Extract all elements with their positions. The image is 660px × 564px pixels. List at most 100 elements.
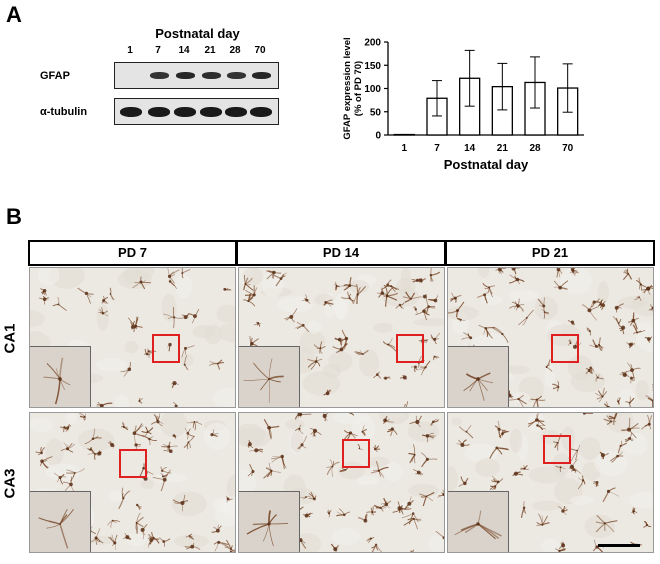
astrocyte-process — [192, 421, 195, 428]
astrocyte-process — [188, 441, 192, 449]
astrocyte-soma — [328, 512, 331, 515]
blot-lane-label: 70 — [254, 45, 266, 56]
astrocyte-soma — [414, 365, 417, 369]
x-tick-label: 28 — [529, 143, 541, 154]
tissue-blotch — [560, 268, 593, 295]
astrocyte-soma — [513, 471, 518, 476]
astrocyte-soma — [335, 284, 338, 287]
astrocyte-soma — [183, 315, 188, 320]
astrocyte-soma — [535, 398, 538, 401]
tissue-blotch — [30, 310, 45, 328]
astrocyte-soma — [525, 316, 528, 319]
astrocyte-soma — [84, 291, 89, 296]
astrocyte-soma — [570, 320, 575, 324]
astrocyte-process — [538, 513, 543, 525]
astrocyte-soma — [629, 376, 633, 380]
astrocyte-soma — [501, 432, 504, 435]
astrocyte-process — [426, 491, 435, 497]
astrocyte-soma — [314, 360, 318, 363]
astrocyte-soma — [188, 534, 191, 537]
tissue-blotch — [175, 274, 193, 299]
tissue-blotch — [594, 450, 628, 476]
tissue-blotch — [448, 305, 479, 321]
tissue-blotch — [331, 528, 360, 546]
astrocyte-soma — [617, 322, 620, 325]
astrocyte-soma — [613, 417, 616, 420]
astrocyte-soma — [515, 277, 520, 282]
astrocyte-soma — [133, 324, 138, 329]
astrocyte-soma — [627, 272, 630, 275]
astrocyte-soma — [254, 448, 259, 453]
astrocyte-process — [253, 362, 270, 380]
tissue-blotch — [509, 428, 523, 453]
astrocyte-soma — [135, 521, 138, 524]
astrocyte-soma — [522, 506, 526, 509]
astrocyte-process — [268, 551, 270, 552]
astrocyte-soma — [132, 431, 137, 436]
astrocyte-soma — [289, 314, 294, 319]
astrocyte-process — [466, 425, 472, 432]
astrocyte-soma — [305, 298, 309, 302]
tissue-blotch — [448, 465, 459, 492]
tissue-blotch — [239, 427, 271, 448]
astrocyte-soma — [410, 298, 412, 300]
astrocyte-soma — [272, 270, 276, 275]
astrocyte-soma — [425, 495, 428, 498]
tissue-blotch — [383, 462, 403, 482]
astrocyte-soma — [122, 426, 126, 429]
astrocyte-soma — [168, 280, 172, 283]
astrocyte-soma — [501, 332, 504, 336]
roi-box — [551, 334, 579, 363]
astrocyte-soma — [651, 399, 653, 402]
astrocyte-process — [517, 304, 524, 312]
x-tick-label: 21 — [497, 143, 509, 154]
astrocyte-process — [54, 378, 61, 405]
tissue-blotch — [290, 431, 304, 453]
astrocyte-soma — [402, 375, 407, 380]
micrograph-ca3-pd21 — [447, 412, 654, 553]
x-axis-label: Postnatal day — [444, 157, 529, 172]
y-tick-label: 100 — [364, 84, 381, 95]
astrocyte-soma — [603, 522, 607, 525]
astrocyte-soma — [425, 434, 430, 438]
blot-band — [251, 72, 271, 79]
astrocyte-process — [557, 432, 562, 443]
astrocyte-process — [459, 426, 467, 433]
blot-band — [226, 72, 246, 79]
tissue-blotch — [126, 533, 147, 547]
tissue-blotch — [367, 456, 390, 468]
astrocyte-soma — [411, 512, 415, 515]
astrocyte-soma — [557, 385, 560, 389]
astrocyte-soma — [594, 344, 598, 348]
astrocyte-soma — [226, 497, 230, 501]
astrocyte-soma — [180, 500, 185, 506]
astrocyte-soma — [415, 278, 420, 283]
astrocyte-soma — [427, 305, 430, 308]
tissue-blotch — [635, 326, 653, 353]
astrocyte-soma — [460, 442, 465, 448]
astrocyte-soma — [300, 443, 304, 447]
tissue-blotch — [307, 320, 322, 334]
astrocyte-soma — [453, 296, 457, 300]
astrocyte-process — [477, 523, 502, 537]
tissue-blotch — [578, 437, 601, 460]
astrocyte-soma — [496, 480, 500, 484]
tissue-blotch — [348, 279, 370, 294]
astrocyte-process — [652, 308, 653, 309]
astrocyte-soma — [595, 481, 599, 484]
blot-band — [201, 72, 221, 79]
astrocyte-soma — [558, 549, 561, 552]
astrocyte-process — [466, 431, 474, 439]
astrocyte-soma — [83, 415, 86, 418]
astrocyte-soma — [581, 479, 585, 482]
astrocyte-soma — [146, 431, 149, 433]
astrocyte-soma — [570, 268, 575, 272]
astrocyte-soma — [595, 545, 599, 549]
micrograph-ca3-pd7 — [29, 412, 236, 553]
astrocyte-soma — [465, 430, 468, 433]
astrocyte-soma — [101, 312, 105, 315]
astrocyte-process — [268, 378, 281, 383]
astrocyte-soma — [140, 527, 145, 532]
astrocyte-soma — [626, 427, 632, 432]
astrocyte-soma — [385, 294, 389, 298]
